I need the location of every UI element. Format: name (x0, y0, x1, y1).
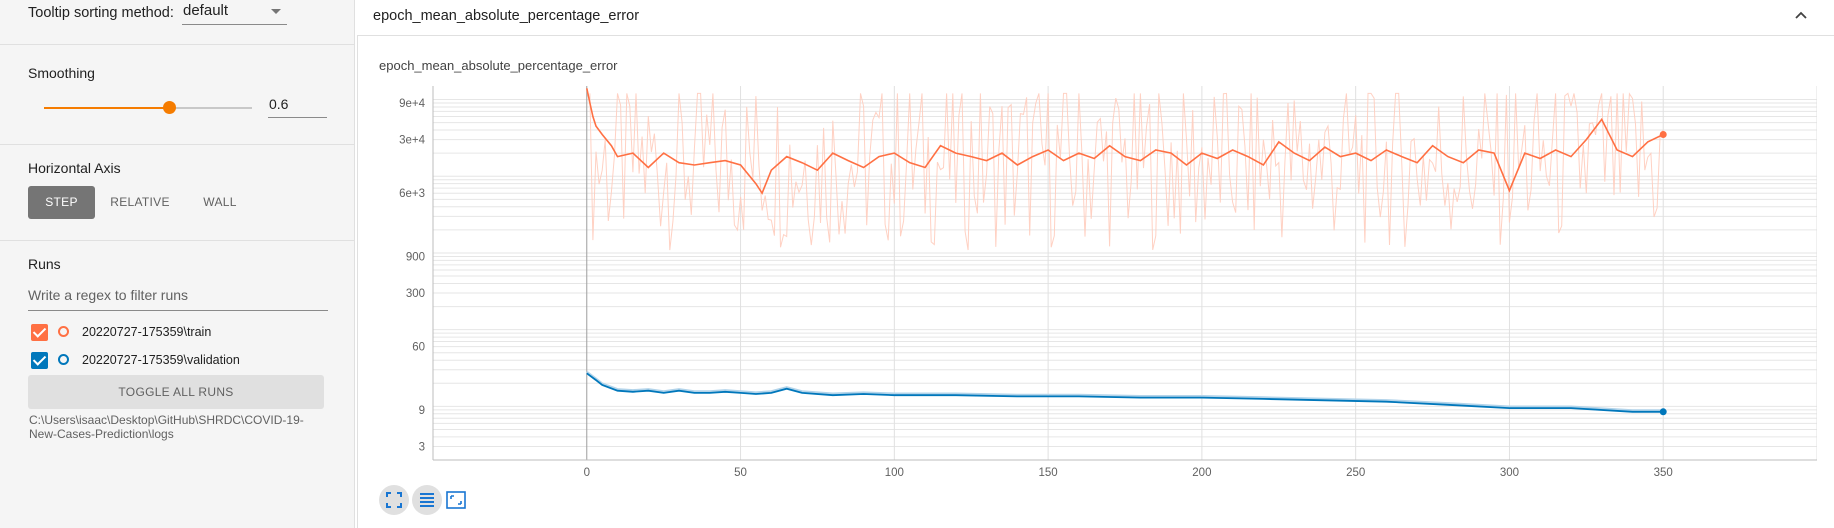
validation-series-line (586, 372, 1664, 413)
runs-label: Runs (28, 256, 61, 272)
horizontal-axis-section: Horizontal Axis (0, 144, 355, 241)
run-color-train-icon[interactable] (58, 326, 69, 337)
run-color-validation-icon[interactable] (58, 354, 69, 365)
x-tick-label: 100 (885, 467, 904, 479)
log-scale-icon (420, 493, 434, 507)
y-tick-label: 900 (406, 251, 425, 263)
log-scale-button[interactable] (412, 485, 442, 515)
y-tick-label: 60 (412, 342, 425, 354)
smoothing-label: Smoothing (28, 65, 95, 81)
zoom-select-icon (446, 491, 466, 509)
train-series-line (586, 88, 1664, 195)
x-tick-label: 300 (1500, 467, 1519, 479)
chevron-down-icon (271, 9, 281, 14)
tooltip-sort-value: default (183, 2, 229, 19)
run-name-train: 20220727-175359\train (82, 325, 212, 339)
smoothing-slider-thumb[interactable] (162, 101, 176, 114)
run-name-validation: 20220727-175359\validation (82, 353, 240, 367)
smoothing-input[interactable]: 0.6 (268, 96, 327, 118)
y-tick-label: 9 (419, 405, 425, 417)
run-checkbox-train[interactable] (31, 324, 48, 341)
run-checkbox-validation[interactable] (31, 352, 48, 369)
toggle-all-runs-button[interactable]: TOGGLE ALL RUNS (28, 375, 324, 409)
axis-step-button[interactable]: STEP (28, 186, 95, 219)
y-tick-label: 300 (406, 288, 425, 300)
card-title: epoch_mean_absolute_percentage_error (373, 8, 640, 24)
validation-raw-line (586, 370, 1664, 412)
axis-wall-button[interactable]: WALL (203, 195, 237, 209)
fit-domain-button[interactable] (379, 485, 409, 515)
x-tick-label: 200 (1192, 467, 1211, 479)
tooltip-sort-select[interactable]: default (182, 0, 287, 25)
y-tick-label: 3 (419, 441, 425, 453)
y-tick-label: 6e+3 (399, 188, 425, 200)
smoothing-slider-fill (44, 107, 169, 109)
axis-relative-button[interactable]: RELATIVE (110, 195, 170, 209)
log-directory: C:\Users\isaac\Desktop\GitHub\SHRDC\COVI… (29, 413, 304, 441)
x-tick-label: 350 (1654, 467, 1673, 479)
fit-domain-icon (386, 492, 402, 508)
zoom-select-button[interactable] (446, 491, 466, 509)
smoothing-slider[interactable] (44, 101, 252, 114)
line-chart[interactable]: 9e+4 3e+4 6e+3 900 300 60 9 3 0 50 100 150 200 250 300… (357, 80, 1817, 480)
tooltip-sort-section: Tooltip sorting method: default (0, 0, 355, 45)
chevron-up-icon[interactable] (1794, 8, 1808, 22)
run-filter-input[interactable]: Write a regex to filter runs (28, 287, 328, 311)
x-tick-label: 250 (1346, 467, 1365, 479)
sidebar: Tooltip sorting method: default Smoothin… (0, 0, 355, 528)
chart-card (357, 36, 1834, 528)
train-raw-line (589, 92, 1664, 251)
x-tick-label: 150 (1039, 467, 1058, 479)
train-last-point (1659, 130, 1667, 138)
chart-title: epoch_mean_absolute_percentage_error (379, 58, 618, 73)
smoothing-section: Smoothing (0, 44, 355, 145)
horizontal-axis-label: Horizontal Axis (28, 160, 121, 176)
x-tick-label: 50 (734, 467, 747, 479)
tooltip-sort-label: Tooltip sorting method: (28, 5, 174, 21)
validation-last-point (1659, 408, 1667, 416)
y-tick-label: 3e+4 (399, 135, 426, 147)
y-tick-label: 9e+4 (399, 98, 426, 110)
x-tick-label: 0 (584, 467, 590, 479)
card-header[interactable]: epoch_mean_absolute_percentage_error (357, 0, 1834, 36)
